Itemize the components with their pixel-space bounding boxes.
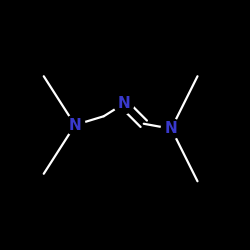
Text: N: N (118, 96, 130, 111)
Circle shape (114, 94, 134, 114)
Circle shape (161, 119, 181, 139)
Text: N: N (165, 121, 177, 136)
Circle shape (65, 115, 85, 135)
Text: N: N (68, 118, 82, 132)
